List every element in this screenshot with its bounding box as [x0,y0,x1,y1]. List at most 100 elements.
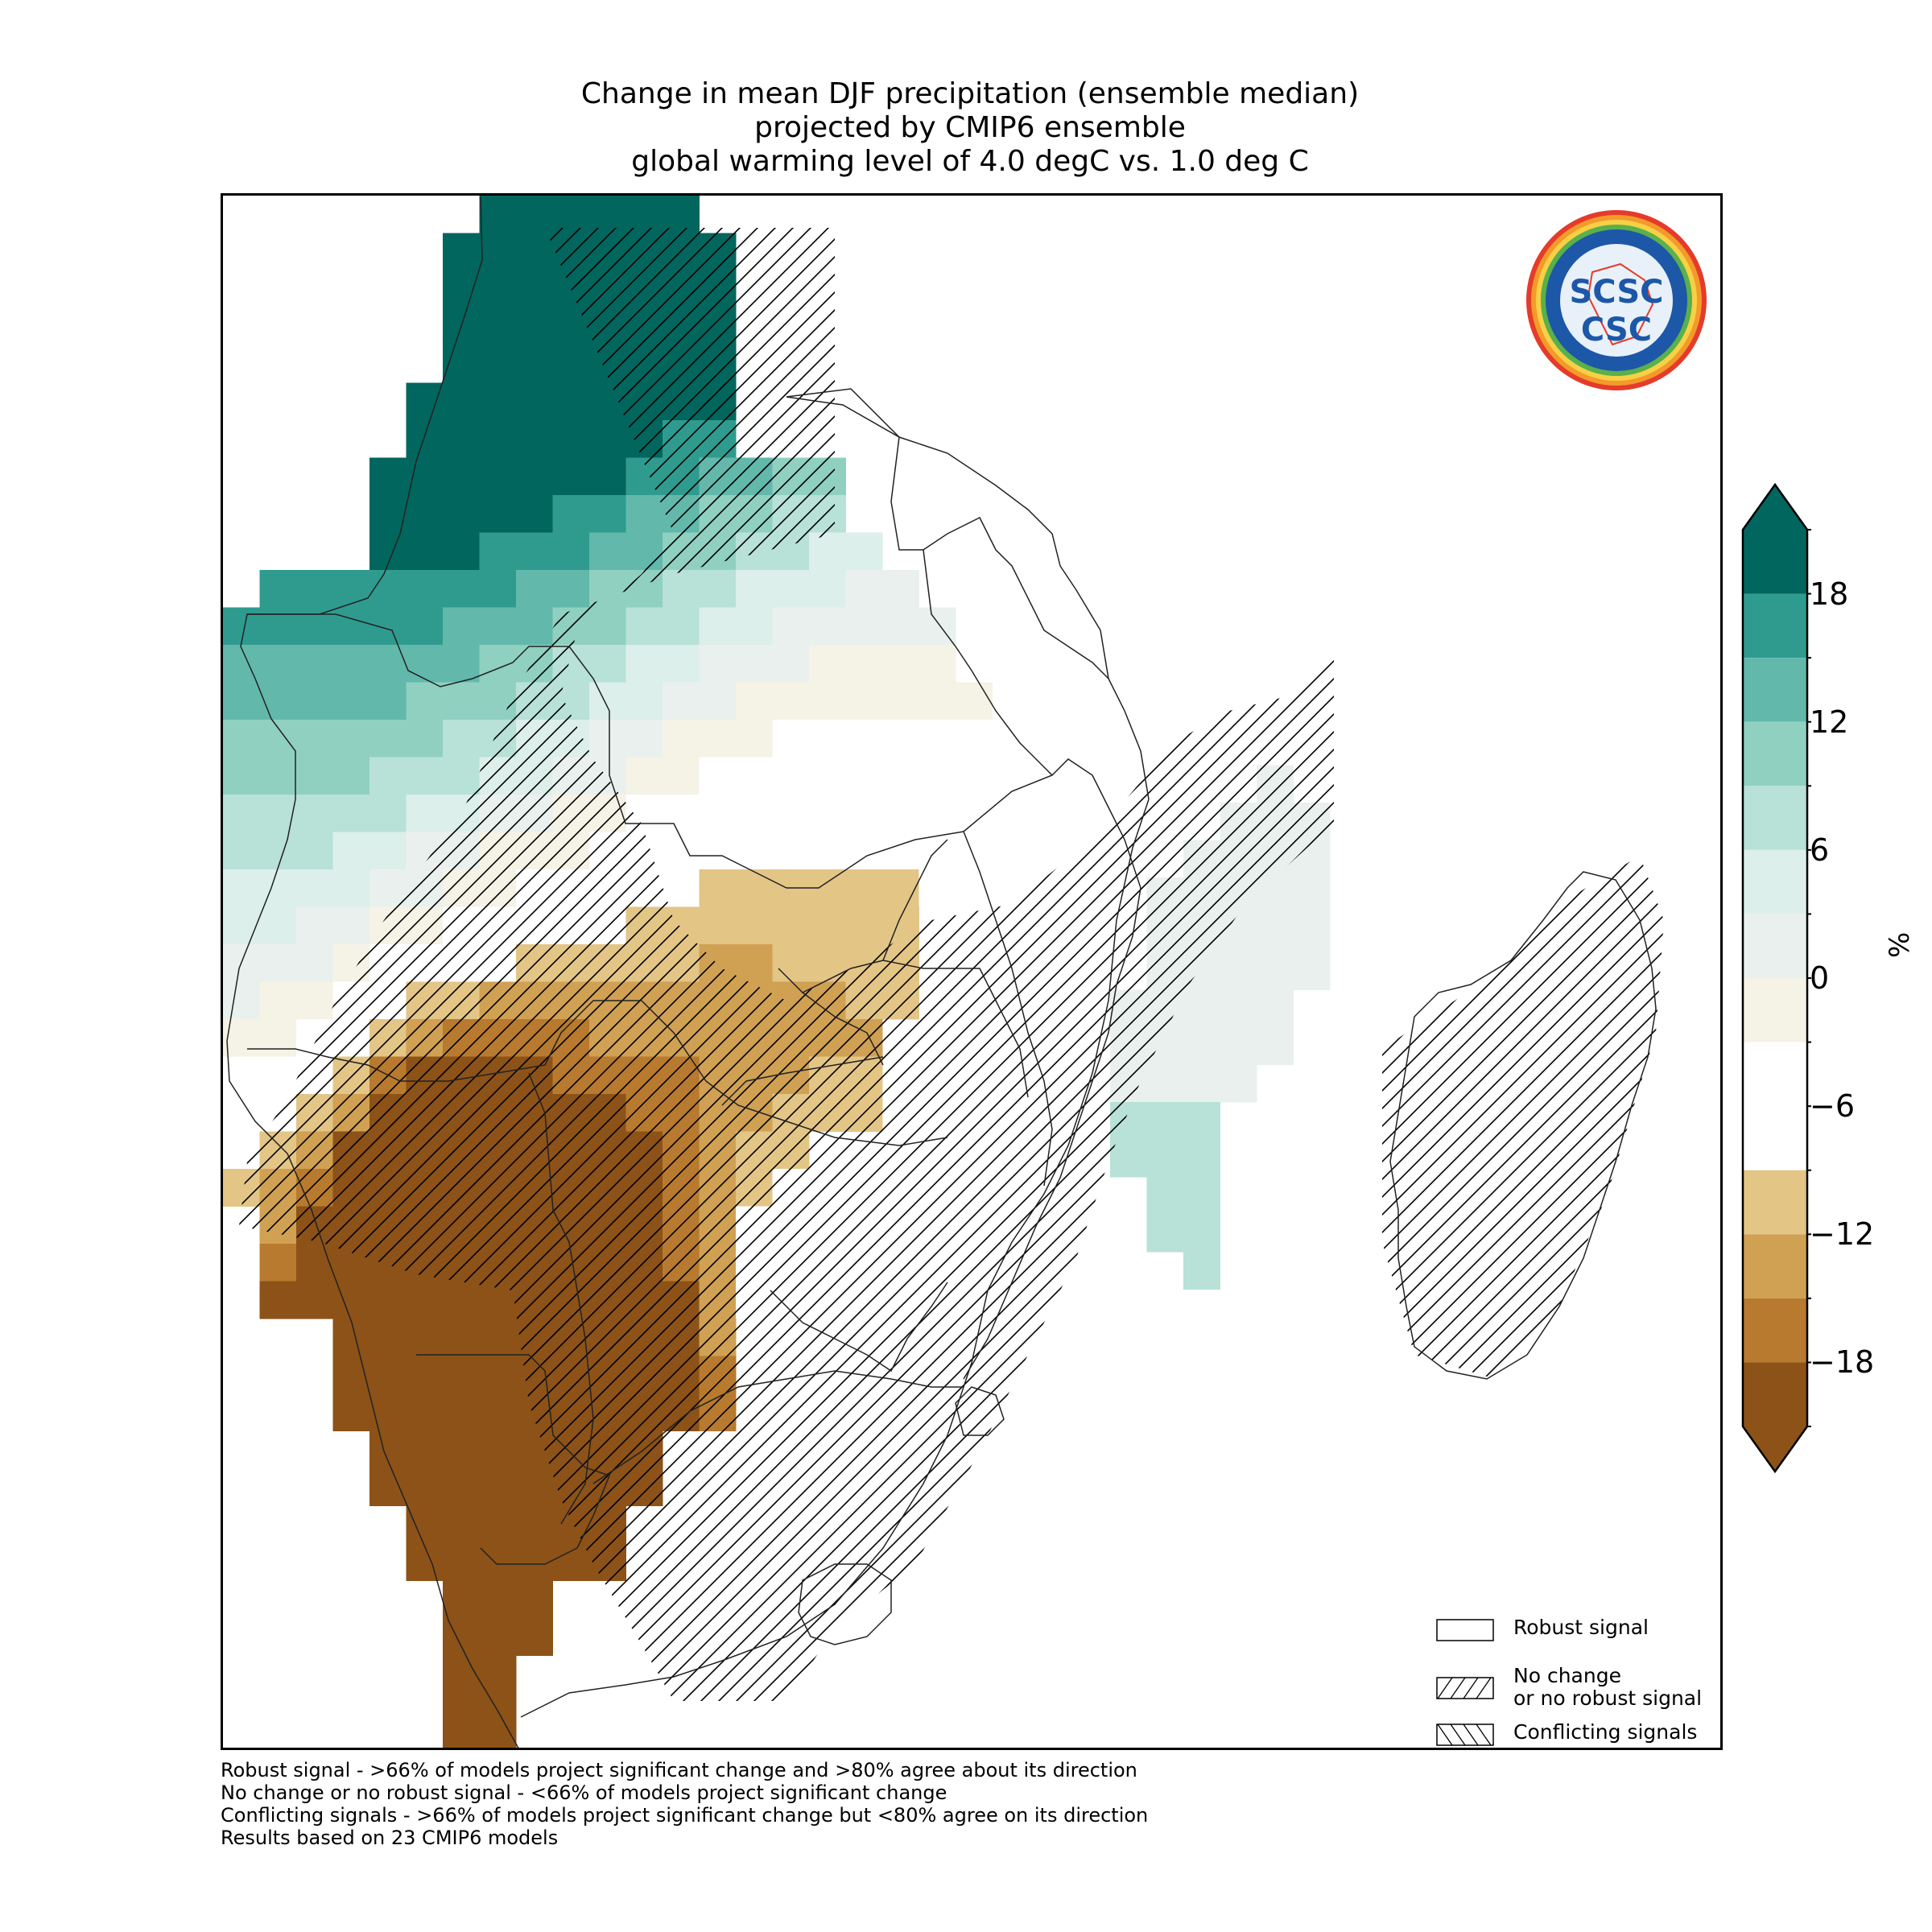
grid-cell [516,1580,553,1619]
grid-cell [809,832,846,870]
grid-cell [443,1356,480,1394]
grid-cell [369,1393,407,1431]
grid-cell [296,645,333,683]
grid-cell [443,457,480,496]
grid-cell [552,457,590,496]
colorbar [1741,482,1811,1474]
grid-cell [479,1730,517,1748]
grid-cell [406,607,444,646]
grid-cell [443,1618,480,1656]
map-panel [221,193,1723,1750]
grid-cell [443,1543,480,1581]
colorbar-tick-label: −6 [1810,1088,1856,1125]
grid-cell [259,645,297,683]
grid-cell [332,795,370,832]
grid-cell [369,1356,407,1394]
grid-cell [552,495,590,533]
grid-cell [772,757,810,795]
grid-cell [369,495,407,533]
grid-cell [809,906,846,945]
grid-cell [479,607,517,646]
grid-cell [479,1618,517,1656]
grid-cell [845,757,883,795]
grid-cell [736,832,773,870]
country-borders [226,196,1150,1748]
grid-cell [443,607,480,646]
grid-cell [663,757,700,795]
grid-cell [443,270,480,308]
title-line-2: projected by CMIP6 ensemble [754,111,1186,144]
colorbar-bin [1743,593,1807,658]
grid-cell [406,570,444,608]
colorbar-bin [1743,1234,1807,1298]
colorbar-tick-label: 0 [1810,960,1830,996]
grid-cell [406,795,444,832]
grid-cell [845,532,883,571]
grid-cell [625,682,663,720]
colorbar-tick-label: 18 [1810,576,1849,612]
grid-cell [332,869,370,907]
grid-cell [332,832,370,870]
grid-cell [223,757,260,795]
grid-cell [443,382,480,421]
grid-cell [882,607,919,646]
grid-cell [479,1505,517,1544]
grid-cell [369,757,407,795]
grid-cell [369,1430,407,1469]
grid-cell [772,645,810,683]
grid-cell [369,645,407,683]
grid-cell [479,1319,517,1356]
grid-cell [625,196,663,233]
grid-cell [406,757,444,795]
grid-cell [479,457,517,496]
grid-cell [699,720,737,758]
grid-cell [479,532,517,571]
grid-cell [552,1543,590,1581]
grid-cell [1183,1027,1220,1065]
grid-cell [772,944,810,982]
colorbar-bin [1743,914,1807,978]
grid-cell [1146,1102,1184,1140]
grid-cell [919,645,956,683]
grid-cell [443,1730,480,1748]
grid-cell [332,1393,370,1431]
grid-cell [369,1468,407,1506]
grid-cell [552,532,590,571]
grid-cell [809,720,846,758]
grid-cell [625,495,663,533]
grid-cell [479,1655,517,1694]
grid-cell [956,720,993,758]
grid-cell [369,720,407,758]
footnote-models: Results based on 23 CMIP6 models [221,1827,559,1849]
grid-cell [259,795,297,832]
grid-cell [369,457,407,496]
grid-cell [882,720,919,758]
grid-cell [772,607,810,646]
grid-cell [479,570,517,608]
sadc-csc-logo: SCSC CSC [1526,210,1707,390]
colorbar-bin [1743,721,1807,786]
grid-cell [845,607,883,646]
grid-cell [882,570,919,608]
legend-no-change-label: No change or no robust signal [1513,1664,1703,1710]
grid-cell [259,570,297,608]
colorbar-bins [1743,485,1807,1472]
grid-cell [259,1244,297,1282]
grid-cell [845,832,883,870]
grid-cell [296,1244,333,1282]
grid-cell [443,645,480,683]
precipitation-change-map [223,196,1664,1748]
grid-cell [845,645,883,683]
grid-cell [443,1468,480,1506]
grid-cell [552,345,590,383]
grid-cell [736,757,773,795]
legend-conflicting-label: Conflicting signals [1513,1720,1698,1744]
grid-cell [1293,914,1331,953]
grid-cell [772,832,810,870]
footnote-no-change: No change or no robust signal - <66% of … [221,1781,947,1804]
grid-cell [516,233,553,271]
grid-cell [516,532,553,571]
grid-cell [443,1393,480,1431]
grid-cell [772,795,810,832]
grid-cell [479,345,517,383]
